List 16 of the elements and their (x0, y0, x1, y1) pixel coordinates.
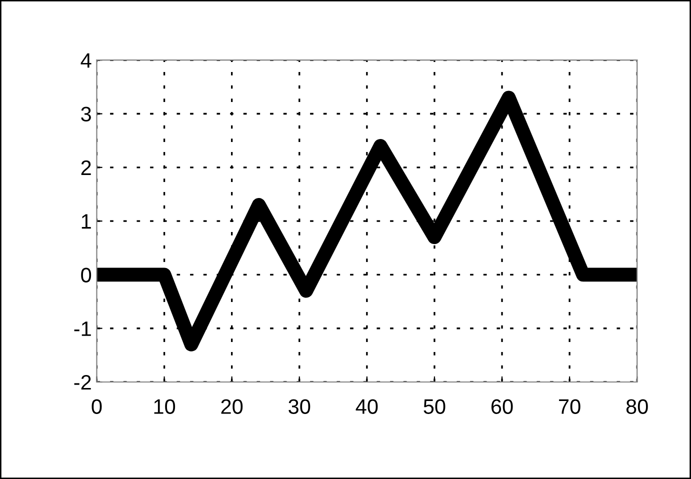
y-tick-label: -2 (74, 375, 91, 390)
y-tick-label: 1 (82, 214, 91, 229)
x-tick-label: 0 (92, 399, 102, 414)
x-tick-label: 40 (356, 399, 378, 414)
x-tick-label: 10 (154, 399, 176, 414)
y-tick-label: -1 (74, 322, 91, 336)
y-tick-label: 4 (80, 53, 92, 68)
x-tick-label: 70 (559, 399, 580, 414)
y-tick-label: 0 (81, 268, 92, 282)
y-tick-label: 3 (81, 106, 91, 122)
x-tick-label: 30 (288, 399, 310, 414)
x-tick-label: 50 (424, 399, 446, 414)
y-tick-label: 2 (81, 160, 91, 175)
x-tick-label: 20 (221, 399, 243, 414)
x-tick-label: 60 (491, 399, 513, 414)
x-tick-label: 80 (626, 399, 648, 414)
